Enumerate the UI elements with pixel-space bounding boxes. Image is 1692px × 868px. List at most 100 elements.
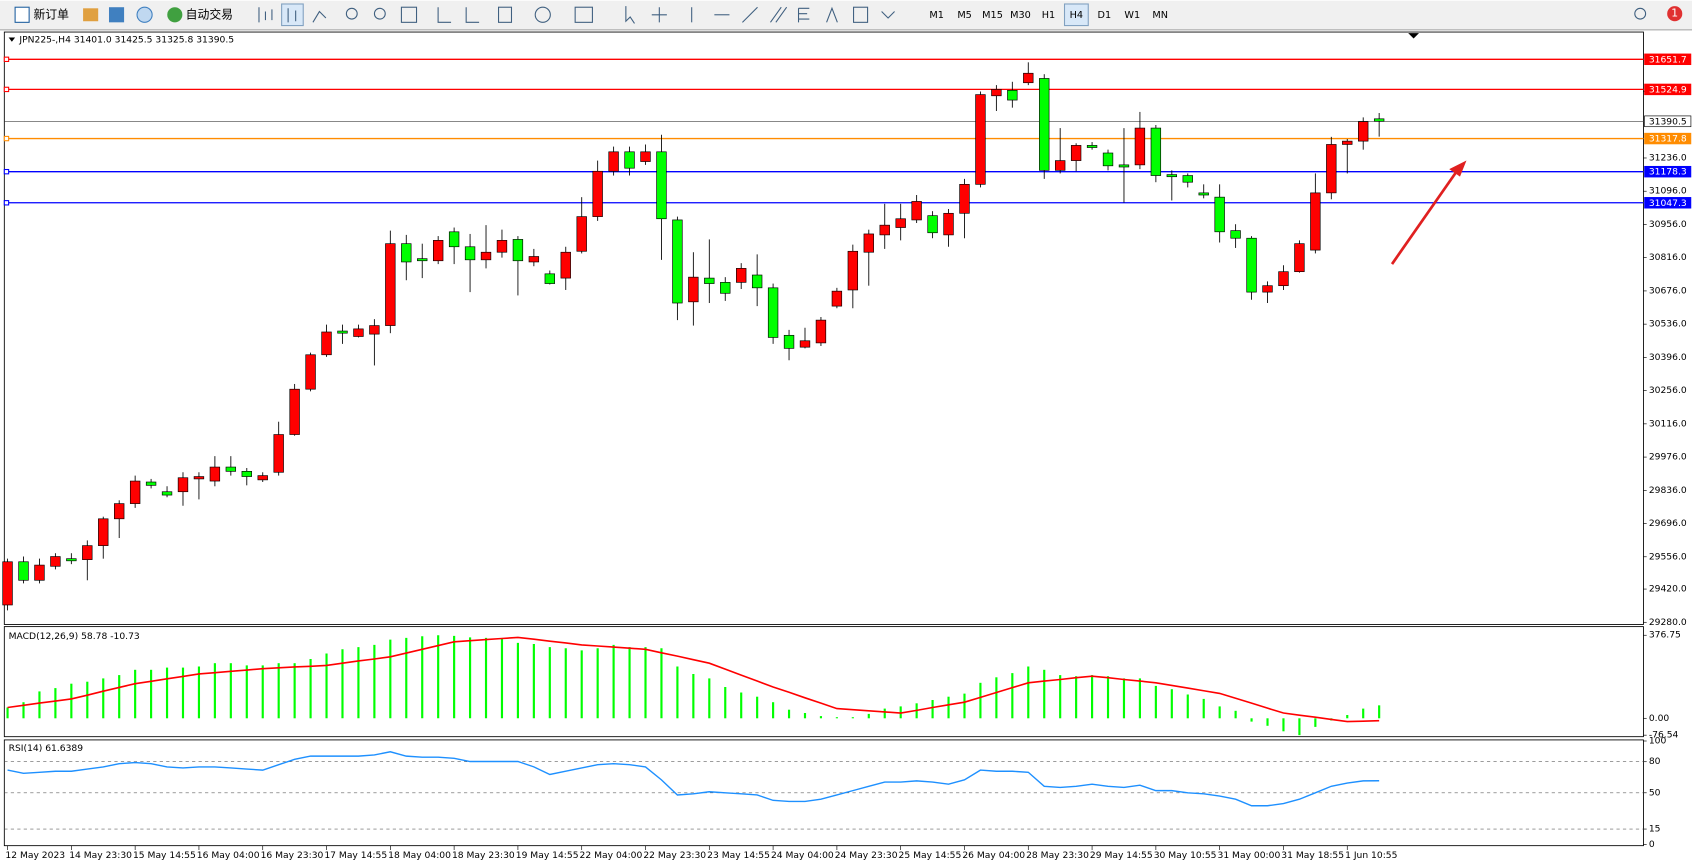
line-chart-tool[interactable] [312, 10, 327, 23]
candle-body [831, 290, 843, 307]
level-tag-label: 31178.3 [1649, 167, 1687, 178]
notification-count: 1 [1671, 7, 1678, 20]
arrows-tool[interactable] [881, 11, 895, 19]
level-tag-label: 31651.7 [1649, 54, 1687, 65]
candle-body [241, 471, 252, 477]
bar-chart-tool[interactable] [258, 7, 273, 23]
toolbar-icon[interactable] [136, 6, 153, 23]
periods-tool[interactable] [534, 6, 551, 23]
shift-tool[interactable] [465, 7, 480, 23]
x-tick-label: 23 May 14:55 [707, 850, 770, 861]
level-tag-label: 31390.5 [1649, 116, 1687, 127]
candle-body [1086, 145, 1098, 148]
templates-tool[interactable] [574, 6, 593, 23]
x-tick-label: 16 May 04:00 [197, 850, 260, 861]
notification-badge[interactable] [1667, 6, 1683, 22]
candle-body [528, 256, 540, 263]
y-tick-label: 30536.0 [1649, 319, 1687, 330]
candle-body [959, 184, 970, 214]
y-tick-label: 29280.0 [1649, 617, 1687, 628]
label-tool[interactable] [853, 6, 869, 23]
y-tick-label: 100 [1649, 735, 1667, 746]
trendline-tool[interactable] [742, 6, 758, 23]
candle-chart-tool[interactable] [281, 3, 304, 27]
level-handle [3, 56, 10, 63]
candle-body [656, 151, 667, 220]
zoom-out-tool[interactable] [373, 7, 386, 20]
candle-body [640, 151, 651, 162]
y-tick-label: 30816.0 [1649, 252, 1687, 263]
auto-trading-icon [167, 7, 183, 23]
timeframe-button[interactable]: MN [1152, 10, 1168, 21]
candle-body [1294, 243, 1305, 273]
level-handle [3, 168, 10, 175]
y-tick-label: 29976.0 [1649, 452, 1687, 463]
x-tick-label: 14 May 23:30 [69, 850, 132, 861]
text-tool[interactable] [826, 6, 838, 23]
cursor-tool[interactable] [625, 6, 635, 24]
level-tag [1644, 132, 1692, 145]
candle-body [512, 239, 524, 262]
x-tick-label: 30 May 10:55 [1154, 850, 1217, 861]
y-tick-label: 30396.0 [1649, 352, 1687, 363]
candle-body [464, 246, 476, 261]
quote-value: 31401.0 [74, 34, 112, 45]
timeframe-button[interactable]: M15 [982, 10, 1003, 21]
auto-trading-button[interactable]: 自动交易 [167, 7, 233, 23]
candle-body [1182, 175, 1193, 183]
timeframe-button[interactable]: H1 [1042, 10, 1055, 21]
candle-body [177, 477, 189, 493]
timeframe-button[interactable]: M5 [957, 10, 972, 21]
indicators-tool[interactable] [497, 6, 513, 23]
signal-line [7, 636, 1380, 723]
candle-body [480, 251, 492, 261]
candle-body [767, 287, 779, 338]
symbol-title: JPN225-,H4 [18, 34, 71, 45]
new-order-button[interactable]: 新订单 [14, 6, 69, 23]
candle-body [1023, 72, 1034, 84]
x-tick-label: 19 May 14:55 [516, 850, 579, 861]
candle-body [50, 556, 61, 567]
fibo-tool[interactable] [797, 7, 810, 23]
candle-body [991, 89, 1002, 97]
candle-icon [287, 8, 297, 23]
toolbar-tools [258, 3, 1647, 27]
timeframe-button[interactable]: W1 [1124, 10, 1140, 21]
toolbar-icon[interactable] [83, 8, 99, 22]
y-tick-label: 29836.0 [1649, 485, 1687, 496]
candle-body [847, 250, 859, 291]
tile-tool[interactable] [400, 6, 418, 23]
macd-panel [3, 626, 1644, 738]
active-timeframe [1063, 3, 1089, 27]
arrow-head [1449, 160, 1467, 177]
toolbar-icon[interactable] [108, 7, 125, 23]
timeframe-button[interactable]: M30 [1010, 10, 1031, 21]
chart-header: JPN225-,H4 31401.0 31425.5 31325.8 31390… [18, 34, 234, 45]
zoom-in-tool[interactable] [345, 7, 358, 20]
search-tool[interactable] [1634, 7, 1647, 20]
timeframe-button[interactable]: M1 [929, 10, 944, 21]
candle-body [145, 481, 157, 486]
y-tick-label: 15 [1649, 824, 1661, 835]
level-tag [1644, 165, 1692, 178]
candle-body [943, 212, 954, 236]
autoscroll-tool[interactable] [437, 7, 452, 23]
level-tag [1644, 83, 1692, 96]
x-tick-label: 18 May 04:00 [388, 850, 451, 861]
toolbar [0, 0, 1692, 30]
timeframe-button[interactable]: D1 [1098, 10, 1112, 21]
timeframe-button[interactable]: H4 [1070, 10, 1083, 21]
level-handle [3, 200, 10, 206]
candle-body [1246, 237, 1257, 293]
quote-value: 31325.8 [155, 34, 193, 45]
y-tick-label: 50 [1649, 787, 1661, 798]
x-tick-label: 16 May 23:30 [261, 850, 324, 861]
candle-body [1358, 121, 1369, 142]
y-tick-label: 29696.0 [1649, 518, 1687, 529]
candle-body [1102, 152, 1114, 167]
channel-tool[interactable] [770, 6, 788, 23]
crosshair-tool[interactable] [651, 7, 667, 23]
candle-body [273, 434, 284, 473]
candle-body [337, 330, 348, 334]
